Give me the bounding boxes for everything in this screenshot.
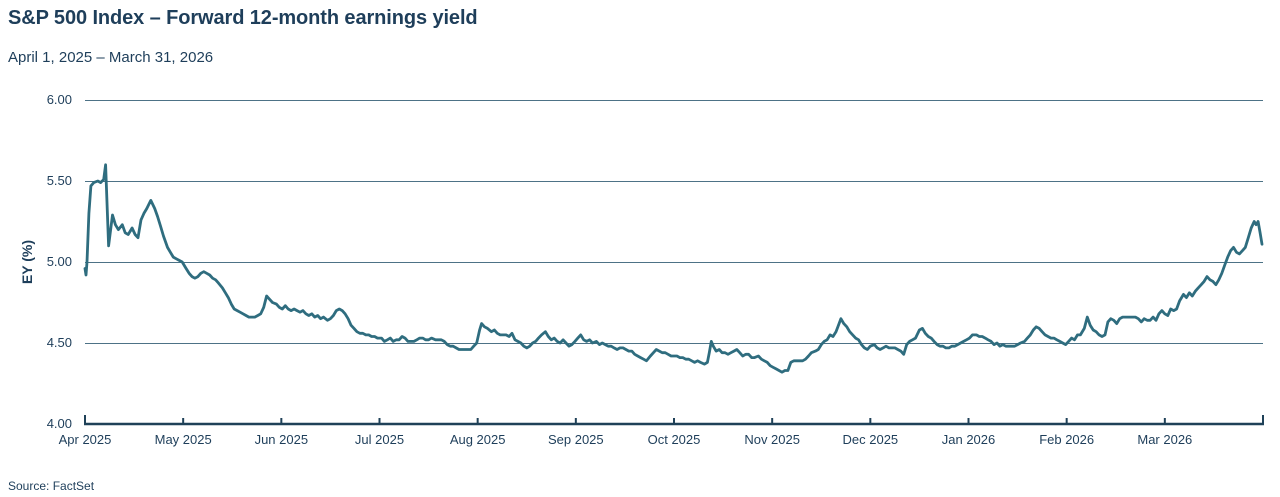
x-axis-tick-label: Oct 2025 [647,432,701,447]
x-axis-tick-label: Sep 2025 [547,432,604,447]
y-axis-tick-label: 5.00 [46,254,72,269]
page-title: S&P 500 Index – Forward 12-month earning… [8,7,478,29]
y-axis-tick-label: 6.00 [46,92,72,107]
x-axis-tick-label: Dec 2025 [842,432,899,447]
date-range-subtitle: April 1, 2025 – March 31, 2026 [8,49,214,66]
earnings-yield-line [83,163,1264,374]
x-axis-tick-label: Jul 2025 [354,432,405,447]
gridlines-group [85,100,1263,344]
x-axis-tick-label: Aug 2025 [449,432,506,447]
x-axis-tick-label: Jun 2025 [254,432,309,447]
y-axis-tick-label: 4.50 [46,335,72,350]
x-axis-tick-label: May 2025 [154,432,212,447]
x-axis-tick-label: Feb 2026 [1039,432,1095,447]
series-group [83,163,1264,374]
x-axis-tick-label: Apr 2025 [58,432,112,447]
x-axis-group [84,415,1264,426]
x-axis-tick-label: Jan 2026 [941,432,996,447]
source-note: Source: FactSet [8,479,95,493]
y-axis-tick-label: 4.00 [46,416,72,431]
y-axis-tick-label: 5.50 [46,173,72,188]
x-axis-tick-label: Mar 2026 [1137,432,1193,447]
x-axis-tick-label: Nov 2025 [744,432,800,447]
